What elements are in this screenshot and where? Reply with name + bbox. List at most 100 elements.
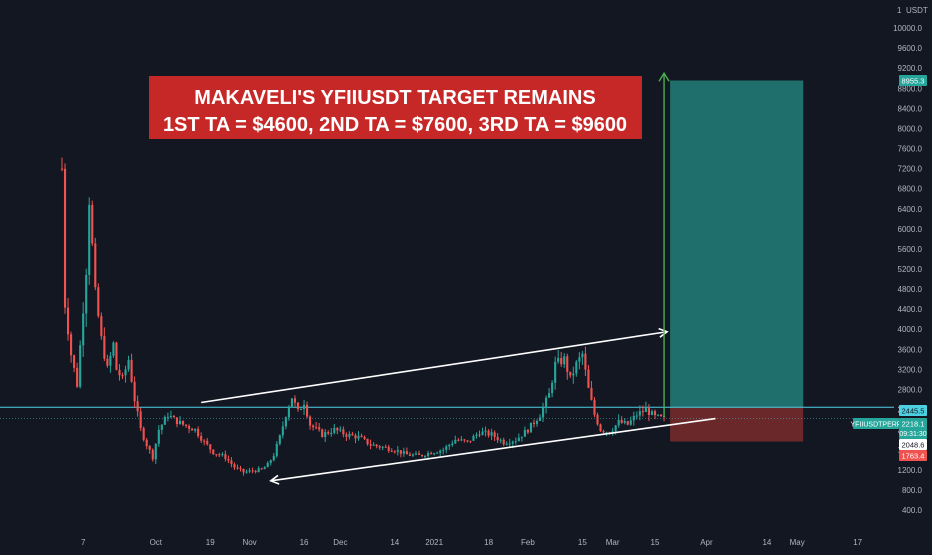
candle (541, 402, 545, 422)
candle (414, 451, 418, 456)
candle-body (520, 436, 523, 438)
channel-lower[interactable] (269, 417, 716, 485)
stop-zone[interactable] (670, 407, 804, 442)
candle-body (224, 454, 227, 459)
candle-body (221, 454, 224, 456)
candle (103, 327, 106, 362)
stop-price-tag-text: 1763.4 (902, 452, 925, 461)
time-axis[interactable]: 7 Oct 19 Nov 16 Dec 14 2021 18 Feb 15 Mar 15 Apr 14 May… (81, 538, 863, 547)
entry-price-tag: 2445.5 (899, 405, 927, 416)
candle-body (502, 439, 505, 445)
channel-upper[interactable] (201, 327, 669, 404)
candle (478, 430, 481, 438)
candle (178, 415, 182, 425)
price-tick-label: 7600.0 (898, 145, 923, 154)
target-arrow-head (658, 71, 670, 82)
candle-body (541, 407, 545, 418)
candle-body (103, 336, 106, 359)
candle-body (469, 440, 472, 442)
candle-body (315, 427, 318, 429)
candle (145, 437, 148, 450)
price-tick-label: 8000.0 (898, 124, 923, 133)
candle (100, 312, 103, 340)
price-tick-label: 10000.0 (893, 24, 922, 33)
time-tick-label: 18 (484, 538, 493, 547)
candle-body (384, 446, 387, 448)
candle-body (293, 398, 297, 403)
candle (433, 452, 436, 456)
candle-body (251, 470, 254, 472)
candle (309, 415, 312, 430)
candle (629, 416, 632, 426)
candle-body (378, 446, 381, 448)
candle-body (460, 439, 463, 441)
candle (351, 431, 354, 436)
candle-body (390, 450, 393, 452)
candle (423, 454, 427, 459)
candle (472, 434, 475, 441)
candle (445, 444, 448, 454)
candle-body (178, 420, 182, 424)
candle (66, 298, 70, 341)
time-tick-label: Oct (150, 538, 163, 547)
candle (94, 237, 97, 291)
candle (124, 365, 127, 383)
banner-line-2: 1ST TA = $4600, 2ND TA = $7600, 3RD TA =… (163, 114, 627, 136)
candle-body (203, 440, 206, 442)
current-price-tag: 2218.1 09:31:30 (899, 418, 927, 439)
candle-body (306, 404, 309, 417)
candle (85, 268, 88, 327)
candle-body (160, 424, 163, 430)
candle-body (433, 453, 436, 455)
candle-body (236, 467, 239, 469)
candle-body (602, 431, 605, 433)
candle-body (296, 402, 300, 410)
candle-body (623, 421, 626, 423)
candle-body (529, 422, 533, 433)
candle-body (124, 369, 127, 376)
candle (239, 465, 242, 472)
candle (157, 425, 160, 447)
price-labels: 8955.3 2445.5 YFIIUSDTPERP 2218.1 09:31:… (851, 75, 927, 461)
candle (463, 438, 466, 443)
candle (381, 445, 384, 451)
time-tick-label: Dec (333, 538, 347, 547)
price-tick-label: 9600.0 (898, 44, 923, 53)
candle-body (599, 424, 602, 432)
price-tick-label: 6000.0 (898, 225, 923, 234)
candle-body (587, 369, 590, 388)
candle (302, 399, 306, 415)
price-tick-label: 5600.0 (898, 245, 923, 254)
price-tick-label: 9200.0 (898, 64, 923, 73)
candle-body (496, 436, 499, 441)
candle (236, 464, 239, 470)
candle (481, 427, 484, 436)
symbol-tag-bg (853, 418, 899, 429)
candle-body (200, 436, 203, 441)
channel-upper-line (201, 330, 668, 404)
candle (575, 359, 578, 377)
candle (200, 432, 203, 443)
candle (451, 440, 454, 447)
candle-body (100, 316, 103, 337)
price-tick-label: 6400.0 (898, 205, 923, 214)
candle (73, 354, 76, 373)
candle-body (644, 408, 647, 412)
entry-price-tag-text: 2445.5 (902, 407, 925, 416)
candle (327, 430, 330, 436)
candle (490, 428, 493, 441)
candle-body (181, 420, 185, 425)
candle-body (427, 452, 430, 456)
candle (572, 366, 575, 384)
stop-mid-price-tag: 2048.6 (899, 439, 927, 450)
candle-body (88, 204, 91, 275)
target-zone[interactable] (670, 80, 804, 408)
candle (112, 341, 115, 359)
candle (218, 452, 221, 458)
candle (106, 354, 109, 368)
candle-body (194, 428, 197, 431)
candle-body (439, 450, 442, 453)
candle (321, 428, 324, 438)
